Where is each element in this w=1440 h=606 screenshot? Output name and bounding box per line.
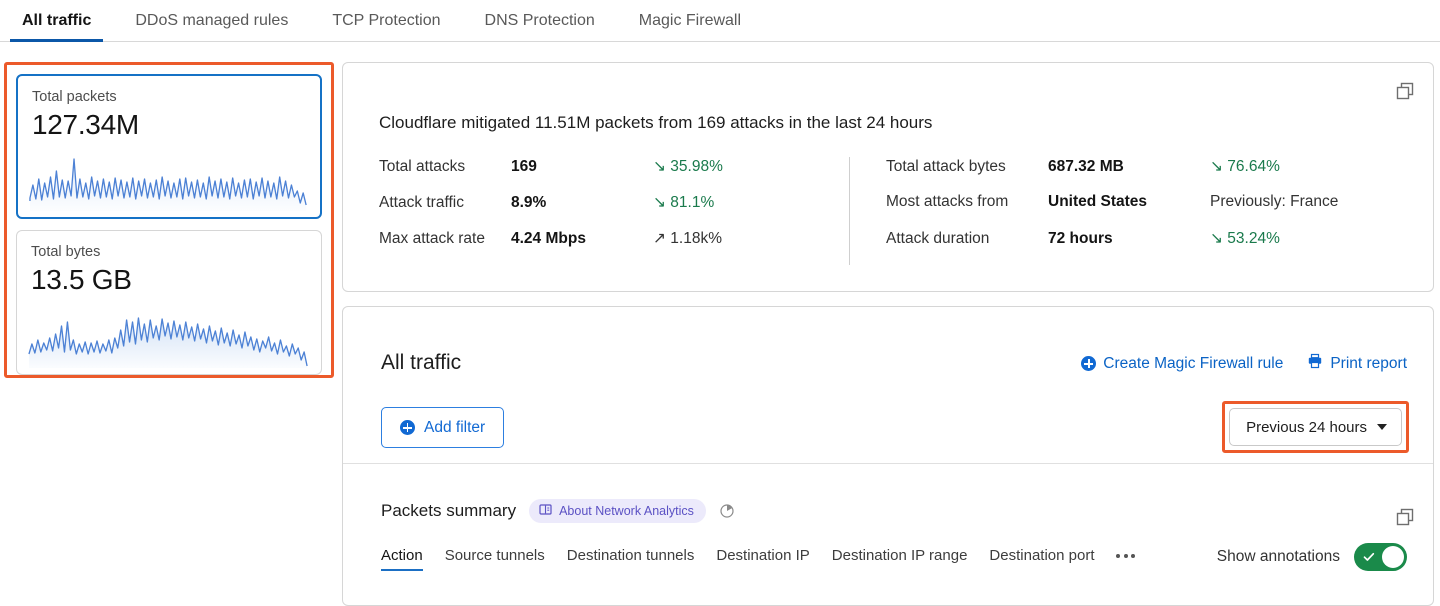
toggle-knob <box>1382 546 1404 568</box>
stat-name: Most attacks from <box>886 193 1009 210</box>
print-report-button[interactable]: Print report <box>1307 353 1407 374</box>
stat-row: Total attack bytes 687.32 MB ↘ 76.64% <box>886 157 1349 193</box>
tab-label: TCP Protection <box>332 12 441 29</box>
tab-label: DDoS managed rules <box>135 12 289 29</box>
stats-column-left: Total attacks 169 ↘ 35.98% Attack traffi… <box>379 157 849 265</box>
tab-all-traffic[interactable]: All traffic <box>9 0 104 42</box>
packets-summary-title: Packets summary <box>381 501 517 520</box>
stat-row: Most attacks from United States Previous… <box>886 193 1349 229</box>
panel-title: All traffic <box>381 351 462 374</box>
stat-value: 687.32 MB <box>1048 158 1124 175</box>
show-annotations-toggle[interactable] <box>1354 543 1407 571</box>
total-packets-sparkline <box>28 153 312 211</box>
plus-circle-icon <box>1081 356 1097 371</box>
subtab-label: Destination IP range <box>831 547 968 564</box>
stats-column-right: Total attack bytes 687.32 MB ↘ 76.64% Mo… <box>849 157 1349 265</box>
duplicate-icon[interactable] <box>1395 81 1415 101</box>
all-traffic-panel: All traffic Create Magic Firewall rule P… <box>342 306 1434 606</box>
stat-delta: ↘ 35.98% <box>653 158 723 175</box>
stat-value: 8.9% <box>511 194 547 211</box>
stat-name: Total attacks <box>379 158 466 175</box>
chevron-down-icon <box>1377 424 1387 430</box>
metric-cards-annotation-box: Total packets 127.34M Total bytes 13.5 G… <box>4 62 334 378</box>
panel-header-actions: Create Magic Firewall rule Print report <box>1081 353 1407 374</box>
stat-row: Max attack rate 4.24 Mbps ↗ 1.18k% <box>379 229 849 265</box>
pie-chart-icon[interactable] <box>719 503 735 519</box>
stat-name: Attack duration <box>886 230 990 247</box>
tab-magic-firewall[interactable]: Magic Firewall <box>639 0 741 42</box>
stat-delta: ↘ 81.1% <box>653 194 715 211</box>
plus-circle-icon <box>400 420 415 435</box>
dot-icon <box>1131 553 1136 558</box>
tab-tcp-protection[interactable]: TCP Protection <box>332 0 440 42</box>
print-report-label: Print report <box>1330 354 1407 372</box>
attack-stats-grid: Total attacks 169 ↘ 35.98% Attack traffi… <box>379 157 1405 265</box>
subtab-label: Destination tunnels <box>566 547 695 564</box>
subtab-action[interactable]: Action <box>381 547 423 571</box>
attack-summary-panel: Cloudflare mitigated 11.51M packets from… <box>342 62 1434 292</box>
total-bytes-sparkline <box>27 310 313 368</box>
add-filter-label: Add filter <box>424 418 486 436</box>
tab-ddos-managed-rules[interactable]: DDoS managed rules <box>135 0 288 42</box>
metric-card-total-packets[interactable]: Total packets 127.34M <box>16 74 322 219</box>
subtab-destination-tunnels[interactable]: Destination tunnels <box>567 547 695 571</box>
stat-delta: ↗ 1.18k% <box>653 230 722 247</box>
metric-card-total-bytes[interactable]: Total bytes 13.5 GB <box>16 230 322 375</box>
stat-delta: ↘ 53.24% <box>1210 230 1280 247</box>
stat-delta: Previously: France <box>1210 193 1339 210</box>
packets-summary-subtabs: Action Source tunnels Destination tunnel… <box>381 547 1136 571</box>
stat-name: Attack traffic <box>379 194 464 211</box>
subtab-source-tunnels[interactable]: Source tunnels <box>445 547 545 571</box>
dot-icon <box>1116 553 1121 558</box>
stat-delta: ↘ 76.64% <box>1210 158 1280 175</box>
metric-card-value: 13.5 GB <box>31 264 132 295</box>
stat-row: Total attacks 169 ↘ 35.98% <box>379 157 849 193</box>
stat-value: 169 <box>511 158 537 175</box>
check-icon <box>1363 552 1375 561</box>
subtab-label: Destination IP <box>716 547 810 564</box>
metric-card-label: Total packets <box>32 89 117 105</box>
subtab-destination-ip-range[interactable]: Destination IP range <box>832 547 968 571</box>
duplicate-icon[interactable] <box>1395 507 1415 527</box>
about-badge-label: About Network Analytics <box>559 504 694 518</box>
packets-summary-header: Packets summary About Network Analytics <box>381 499 735 523</box>
stat-name: Max attack rate <box>379 230 485 247</box>
create-magic-firewall-rule-button[interactable]: Create Magic Firewall rule <box>1081 355 1283 373</box>
subtab-label: Destination port <box>989 547 1095 564</box>
metric-card-label: Total bytes <box>31 244 101 260</box>
time-range-value: Previous 24 hours <box>1246 418 1367 436</box>
subtab-label: Source tunnels <box>444 547 545 564</box>
more-subtabs-button[interactable] <box>1116 553 1136 565</box>
summary-headline: Cloudflare mitigated 11.51M packets from… <box>379 113 933 132</box>
main-tabbar: All traffic DDoS managed rules TCP Prote… <box>0 0 1440 42</box>
tab-label: Magic Firewall <box>638 12 742 29</box>
time-range-dropdown[interactable]: Previous 24 hours <box>1229 408 1402 446</box>
stat-value: United States <box>1048 193 1148 210</box>
metric-card-value: 127.34M <box>32 109 139 140</box>
add-filter-button[interactable]: Add filter <box>381 407 505 448</box>
show-annotations-label: Show annotations <box>1216 548 1340 565</box>
about-network-analytics-badge[interactable]: About Network Analytics <box>529 499 706 523</box>
tab-label: All traffic <box>22 12 92 29</box>
dot-icon <box>1123 553 1128 558</box>
stat-name: Total attack bytes <box>886 158 1006 175</box>
tab-dns-protection[interactable]: DNS Protection <box>485 0 595 42</box>
time-range-annotation-box: Previous 24 hours <box>1222 401 1409 453</box>
panel-divider <box>343 463 1433 464</box>
printer-icon <box>1307 353 1323 374</box>
book-icon <box>539 503 552 519</box>
show-annotations-control: Show annotations <box>1217 543 1407 571</box>
subtab-destination-port[interactable]: Destination port <box>989 547 1094 571</box>
subtab-destination-ip[interactable]: Destination IP <box>716 547 809 571</box>
create-rule-label: Create Magic Firewall rule <box>1103 354 1284 372</box>
stat-row: Attack duration 72 hours ↘ 53.24% <box>886 229 1349 265</box>
stat-row: Attack traffic 8.9% ↘ 81.1% <box>379 193 849 229</box>
stat-value: 72 hours <box>1048 230 1113 247</box>
stat-value: 4.24 Mbps <box>511 230 586 247</box>
subtab-label: Action <box>381 547 423 564</box>
tab-label: DNS Protection <box>484 12 595 29</box>
